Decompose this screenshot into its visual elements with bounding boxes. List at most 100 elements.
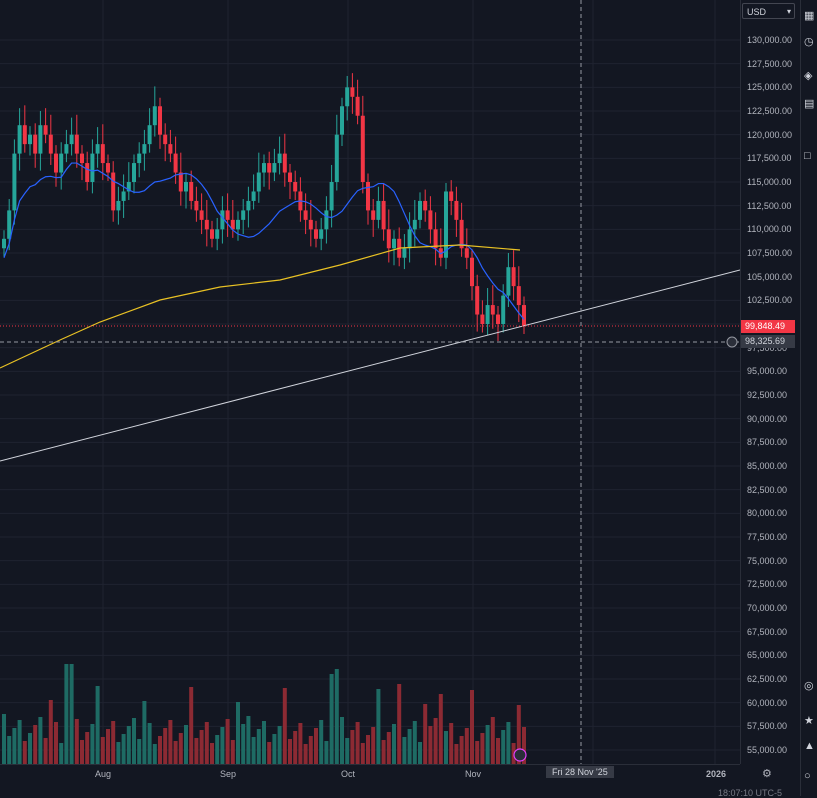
volume-bar: [126, 726, 131, 764]
volume-bar: [142, 701, 147, 764]
price-axis[interactable]: 130,000.00 127,500.00 125,000.00 122,500.00…: [740, 0, 801, 764]
time-axis[interactable]: Aug Sep Oct Nov 2026: [0, 764, 740, 787]
candle-body: [210, 229, 214, 239]
candle-body: [2, 238, 6, 249]
layers-icon[interactable]: ◈: [804, 70, 813, 82]
candle-body: [293, 182, 298, 192]
volume-bar: [215, 735, 220, 764]
price-tick-label: 72,500.00: [747, 579, 788, 590]
target-icon[interactable]: ◎: [804, 680, 814, 692]
candle-body: [444, 191, 448, 258]
candle-body: [22, 125, 27, 145]
calendar-icon[interactable]: ▦: [804, 10, 815, 22]
candle-body: [516, 286, 521, 306]
price-tick-label: 80,000.00: [747, 508, 788, 519]
candle-body: [480, 314, 485, 324]
volume-bar: [100, 737, 105, 764]
candle-body: [194, 200, 199, 211]
volume-bar: [329, 674, 334, 764]
last-price-label: 99,848.49: [741, 320, 795, 333]
volume-bar: [381, 740, 386, 764]
volume-bar: [392, 724, 396, 764]
price-chart[interactable]: [0, 0, 740, 764]
candle-body: [17, 125, 22, 154]
candle-body: [74, 134, 79, 154]
volume-bar: [210, 743, 214, 764]
candle-body: [324, 210, 329, 230]
candle-body: [59, 153, 64, 173]
candle-body: [158, 106, 162, 135]
volume-bar: [433, 718, 438, 764]
volume-bar: [262, 721, 266, 764]
candle-body: [496, 314, 500, 324]
candle-body: [7, 210, 12, 239]
volume-bar: [38, 717, 43, 764]
volume-bar: [204, 722, 209, 764]
volume-bar: [106, 729, 110, 764]
candle-body: [376, 200, 381, 220]
candle-body: [464, 248, 469, 258]
volume-bar: [69, 664, 74, 764]
candle-body: [402, 248, 407, 258]
price-tick-label: 125,000.00: [747, 82, 793, 93]
volume-bar: [33, 725, 38, 764]
volume-bar: [366, 735, 370, 764]
candle-body: [428, 210, 433, 230]
price-tick-label: 90,000.00: [747, 413, 788, 424]
volume-bar: [407, 729, 412, 764]
volume-bar: [371, 727, 376, 764]
candle-body: [246, 200, 251, 211]
price-tick-label: 120,000.00: [747, 129, 793, 140]
candle-body: [277, 153, 282, 164]
volume-bar: [2, 714, 6, 764]
volume-bar: [376, 689, 381, 764]
volume-bar: [189, 687, 194, 764]
candle-body: [184, 182, 188, 192]
candle-body: [511, 267, 516, 287]
volume-bar: [464, 728, 469, 764]
candle-body: [412, 219, 417, 230]
price-tick-label: 117,500.00: [747, 153, 792, 164]
lightbulb-icon[interactable]: ★: [804, 715, 814, 727]
gear-icon[interactable]: ⚙: [762, 768, 772, 780]
volume-bar: [438, 694, 443, 764]
volume-bar: [454, 744, 459, 764]
volume-bar: [111, 721, 116, 764]
chevron-down-icon: ▾: [786, 7, 791, 16]
volume-bar: [256, 729, 261, 764]
price-tick-label: 130,000.00: [747, 35, 793, 45]
volume-bar: [418, 742, 422, 764]
crosshair-date-label: Fri 28 Nov '25: [546, 766, 614, 778]
candle-body: [38, 125, 43, 154]
candle-body: [168, 144, 173, 154]
volume-bar: [355, 722, 360, 764]
clock-icon[interactable]: ◷: [804, 36, 814, 48]
price-tick-label: 82,500.00: [747, 484, 788, 495]
time-tick-label: Nov: [464, 769, 482, 779]
price-tick-label: 122,500.00: [747, 106, 793, 116]
clock-readout: 18:07:10 UTC-5: [718, 788, 783, 798]
candle-body: [470, 257, 474, 287]
fast-moving-average: [3, 162, 525, 320]
volume-bar: [121, 734, 126, 764]
candle-body: [95, 144, 100, 154]
currency-selector[interactable]: USD ▾: [742, 3, 795, 19]
help-icon[interactable]: ○: [804, 770, 811, 782]
volume-bar: [459, 736, 464, 764]
notification-icon[interactable]: ▲: [804, 740, 815, 752]
volume-bar: [360, 743, 365, 764]
volume-bar: [423, 704, 428, 764]
data-window-icon[interactable]: ▤: [804, 98, 815, 110]
candle-body: [522, 305, 526, 326]
volume-bar: [137, 739, 142, 764]
volume-bar: [7, 736, 12, 764]
candle-body: [490, 305, 495, 315]
volume-bar: [412, 721, 417, 764]
candle-body: [449, 191, 454, 201]
candle-body: [418, 200, 422, 220]
chat-icon[interactable]: □: [804, 150, 811, 162]
candle-body: [501, 295, 506, 324]
slow-moving-average: [0, 244, 521, 369]
volume-bar: [147, 723, 152, 764]
price-tick-label: 87,500.00: [747, 437, 788, 448]
